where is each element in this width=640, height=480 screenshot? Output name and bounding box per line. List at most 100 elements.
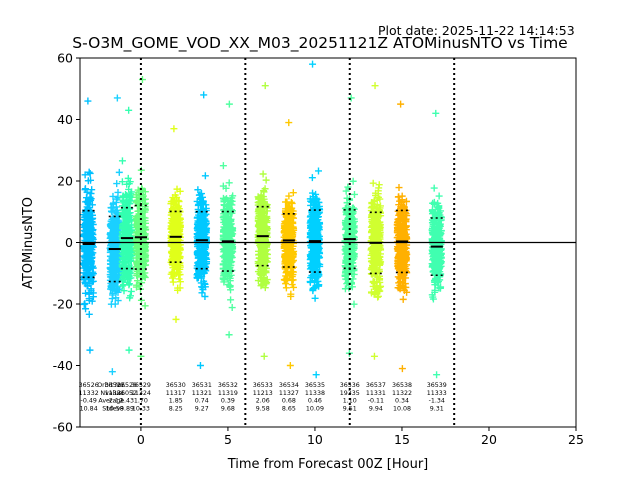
stats-orbit: 36533 bbox=[253, 382, 273, 389]
stats-orbit: 36537 bbox=[366, 382, 386, 389]
x-tick-label: 10 bbox=[307, 432, 323, 447]
orbit-36532-points bbox=[219, 100, 237, 339]
y-tick-label: -20 bbox=[53, 297, 73, 312]
stats-nvalue: 11322 bbox=[392, 390, 412, 397]
stats-row-label: Average bbox=[98, 398, 124, 405]
stats-orbit: 36527 bbox=[105, 382, 125, 389]
orbit-36537-markers bbox=[367, 82, 385, 360]
y-tick-label: -60 bbox=[53, 420, 73, 435]
stats-nvalue: 11331 bbox=[366, 390, 386, 397]
stats-stdev: 9.68 bbox=[221, 405, 235, 412]
stats-row-label: Stdev bbox=[102, 405, 120, 412]
stats-average: 1.43 bbox=[120, 398, 134, 405]
orbit-36538-points bbox=[393, 100, 411, 373]
y-axis-label: ATOMinusNTO bbox=[21, 197, 36, 289]
orbit-36537-points bbox=[367, 82, 385, 360]
stats-average: -2.12 bbox=[107, 398, 123, 405]
y-tick-label: 60 bbox=[57, 51, 73, 66]
points-layer bbox=[80, 60, 445, 379]
y-tick-label: 20 bbox=[57, 174, 73, 189]
stats-row-label: Orbit No. bbox=[97, 382, 125, 389]
orbit-36530-markers bbox=[167, 125, 185, 323]
stats-stdev: 9.27 bbox=[195, 405, 209, 412]
ticks-layer: 0 5 10 15 20 25 -60 -40 -20 0 20 40 60 bbox=[53, 51, 584, 448]
x-tick-label: 15 bbox=[394, 432, 410, 447]
stats-average: 1.70 bbox=[134, 398, 148, 405]
y-tick-label: 0 bbox=[65, 235, 73, 250]
stats-orbit: 36535 bbox=[305, 382, 325, 389]
stats-orbit: 36528 bbox=[117, 382, 137, 389]
stats-average: 0.39 bbox=[221, 398, 235, 405]
orbit-36531-points bbox=[193, 91, 211, 369]
x-tick-label: 20 bbox=[481, 432, 497, 447]
stats-nvalue: 36052 bbox=[117, 390, 137, 397]
orbit-36526-points bbox=[80, 97, 97, 354]
y-tick-label: -40 bbox=[53, 358, 73, 373]
stats-stdev: 9.31 bbox=[430, 405, 444, 412]
orbit-36534-points bbox=[280, 119, 298, 369]
stats-nvalue: 11338 bbox=[305, 390, 325, 397]
x-tick-label: 5 bbox=[224, 432, 232, 447]
stats-stdev: 10.33 bbox=[132, 405, 150, 412]
x-axis-label: Time from Forecast 00Z [Hour] bbox=[227, 457, 429, 472]
stats-nvalue: 11327 bbox=[279, 390, 299, 397]
stats-average: 0.34 bbox=[395, 398, 409, 405]
stats-stdev: 9.94 bbox=[369, 405, 383, 412]
stats-stdev: 10.58 bbox=[106, 405, 124, 412]
stats-nvalue: 11319 bbox=[218, 390, 238, 397]
plot-date: Plot date: 2025-11-22 14:14:53 bbox=[378, 23, 575, 38]
stats-nvalue: 11324 bbox=[131, 390, 151, 397]
stats-nvalue: 11333 bbox=[427, 390, 447, 397]
stats-average: 2.06 bbox=[256, 398, 270, 405]
stats-stdev: 10.09 bbox=[306, 405, 324, 412]
orbit-36535-markers bbox=[306, 60, 324, 379]
stats-row-label: Nvalue bbox=[100, 390, 122, 397]
stats-orbit: 36538 bbox=[392, 382, 412, 389]
stats-orbit: 36529 bbox=[131, 382, 151, 389]
stats-average: -0.49 bbox=[81, 398, 97, 405]
stats-stdev: 8.65 bbox=[282, 405, 296, 412]
orbit-36533-points bbox=[254, 82, 271, 360]
stats-average: 0.74 bbox=[195, 398, 209, 405]
stats-nvalue: 11213 bbox=[253, 390, 273, 397]
x-tick-label: 0 bbox=[137, 432, 145, 447]
stats-nvalue: 11321 bbox=[105, 390, 125, 397]
stats-stdev: 9.51 bbox=[343, 405, 357, 412]
stats-orbit: 36526 bbox=[79, 382, 99, 389]
stats-stdev: 10.08 bbox=[393, 405, 411, 412]
stats-average: 0.46 bbox=[308, 398, 322, 405]
stats-orbit: 36534 bbox=[279, 382, 299, 389]
x-tick-label: 25 bbox=[568, 432, 584, 447]
orbit-36530-points bbox=[167, 125, 185, 323]
stats-average: 0.68 bbox=[282, 398, 296, 405]
stats-nvalue: 11332 bbox=[79, 390, 99, 397]
chart-title: S-O3M_GOME_VOD_XX_M03_20251121Z ATOMinus… bbox=[72, 34, 568, 52]
orbit-36532-markers bbox=[219, 100, 237, 339]
stats-average: 1.85 bbox=[169, 398, 183, 405]
orbit-36539-points bbox=[428, 109, 445, 379]
orbit-36538-markers bbox=[393, 100, 411, 373]
stats-stdev: 8.25 bbox=[169, 405, 183, 412]
stats-stdev: 9.89 bbox=[120, 405, 134, 412]
stats-orbit: 36530 bbox=[166, 382, 186, 389]
stats-average: -0.11 bbox=[368, 398, 384, 405]
stats-nvalue: 11317 bbox=[166, 390, 186, 397]
stats-average: 1.10 bbox=[343, 398, 357, 405]
stats-orbit: 36539 bbox=[427, 382, 447, 389]
y-tick-label: 40 bbox=[57, 112, 73, 127]
stats-orbit: 36531 bbox=[192, 382, 212, 389]
